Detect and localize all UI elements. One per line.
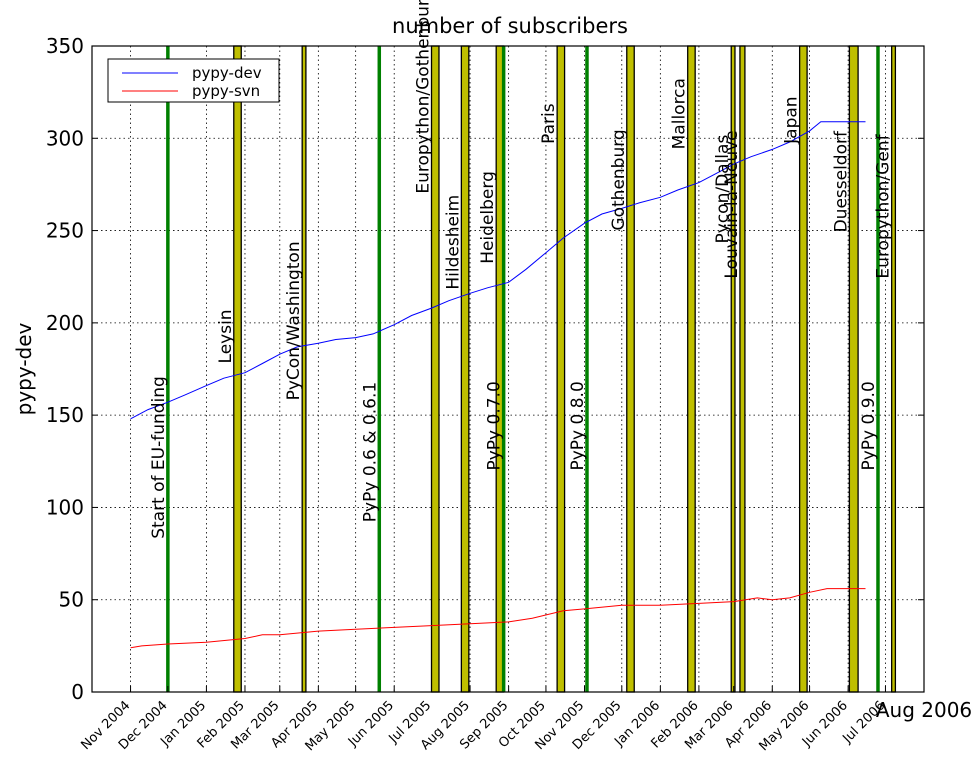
y-tick-label: 300 [46, 126, 84, 150]
release-label: PyPy 0.8.0 [568, 381, 588, 470]
legend-label: pypy-svn [192, 82, 260, 100]
sprint-bar [233, 45, 242, 693]
sprint-label: Gothenburg [609, 129, 629, 230]
sprint-label: PyCon/Washington [284, 241, 304, 400]
release-label: PyPy 0.7.0 [485, 381, 505, 470]
plot-area [92, 46, 924, 692]
series-line-pypy-svn [130, 588, 866, 649]
release-label: PyPy 0.6 & 0.6.1 [360, 382, 380, 522]
sprint-label: Louvain-la-Neuve [722, 130, 742, 278]
series-line-pypy-dev [130, 121, 866, 420]
y-tick-label: 0 [71, 680, 84, 704]
sprint-label: Pycon/Dallas [713, 135, 733, 244]
chart-title: number of subscribers [392, 14, 628, 38]
legend-label: pypy-dev [192, 64, 262, 82]
sprint-label: Paris [539, 103, 559, 144]
event-labels: Leysin PyCon/Washington Europython/Gothenb… [149, 0, 894, 539]
y-tick-label: 50 [59, 588, 84, 612]
sprint-bar [460, 45, 470, 693]
release-label: PyPy 0.9.0 [859, 381, 879, 470]
sprint-label: Japan [782, 96, 802, 144]
release-lines [166, 46, 880, 692]
y-axis-label: pypy-dev [12, 322, 36, 415]
sprint-label: Europython/Gothenburg [414, 0, 434, 194]
grid-lines [92, 46, 924, 692]
plot-frame [91, 45, 925, 693]
y-tick-label: 250 [46, 219, 84, 243]
y-axis-ticks: 0 50 100 150 200 250 300 350 [46, 34, 924, 704]
y-tick-label: 100 [46, 495, 84, 519]
y-tick-label: 150 [46, 403, 84, 427]
sprint-label: Heidelberg [478, 171, 498, 264]
sprint-label: Leysin [216, 309, 236, 363]
sprint-label: Mallorca [670, 78, 690, 149]
legend-box [107, 58, 280, 103]
y-tick-label: 200 [46, 311, 84, 335]
sprint-label: Duesseldorf [831, 130, 851, 232]
x-end-label: Aug 2006 [876, 698, 972, 722]
sprint-label: Europython/Genf [874, 133, 894, 278]
y-tick-label: 350 [46, 34, 84, 58]
sprint-label: Hildesheim [443, 195, 463, 290]
data-series [130, 121, 866, 649]
release-label: Start of EU-funding [149, 376, 169, 539]
